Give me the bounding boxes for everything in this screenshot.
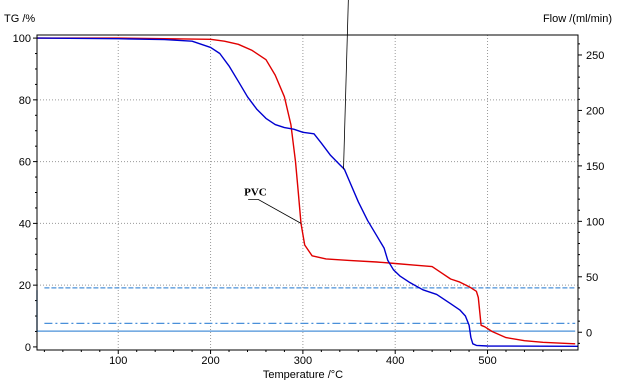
right-tick-label-100: 100 — [586, 216, 604, 228]
annotations: PVCPVB — [244, 0, 349, 224]
right-tick-label-50: 50 — [586, 272, 598, 284]
flow-lines — [36, 287, 576, 332]
annotation-leader-pvb — [343, 0, 349, 170]
x-tick-label-300: 300 — [294, 355, 312, 367]
right-axis-title: Flow /(ml/min) — [543, 13, 612, 25]
flow-line-solid — [36, 290, 576, 332]
series-line-pvc — [37, 37, 576, 345]
series-line-pvb — [36, 37, 579, 347]
right-tick-label-0: 0 — [586, 327, 592, 339]
left-tick-label-100: 100 — [13, 33, 31, 45]
x-axis-title: Temperature /°C — [263, 369, 343, 380]
grid — [37, 35, 578, 350]
series-lines — [36, 37, 579, 347]
left-tick-label-20: 20 — [19, 280, 31, 292]
right-tick-label-150: 150 — [586, 161, 604, 173]
x-tick-label-200: 200 — [201, 355, 219, 367]
annotation-label-pvc: PVC — [244, 186, 267, 198]
right-axis: 0 50 100 150 200 250 — [578, 43, 604, 344]
right-tick-label-200: 200 — [586, 105, 604, 117]
x-tick-label-400: 400 — [386, 355, 404, 367]
x-tick-label-500: 500 — [478, 355, 496, 367]
left-tick-label-60: 60 — [19, 157, 31, 169]
right-tick-label-250: 250 — [586, 50, 604, 62]
x-tick-label-100: 100 — [109, 355, 127, 367]
left-tick-label-80: 80 — [19, 95, 31, 107]
left-tick-label-0: 0 — [25, 342, 31, 354]
annotation-leader-pvc — [248, 198, 302, 224]
left-axis: 0 20 40 60 80 100 — [13, 33, 37, 354]
left-axis-title: TG /% — [4, 13, 35, 25]
x-axis: 100 200 300 400 500 — [43, 350, 562, 367]
left-tick-label-40: 40 — [19, 218, 31, 230]
plot-frame — [36, 34, 579, 351]
